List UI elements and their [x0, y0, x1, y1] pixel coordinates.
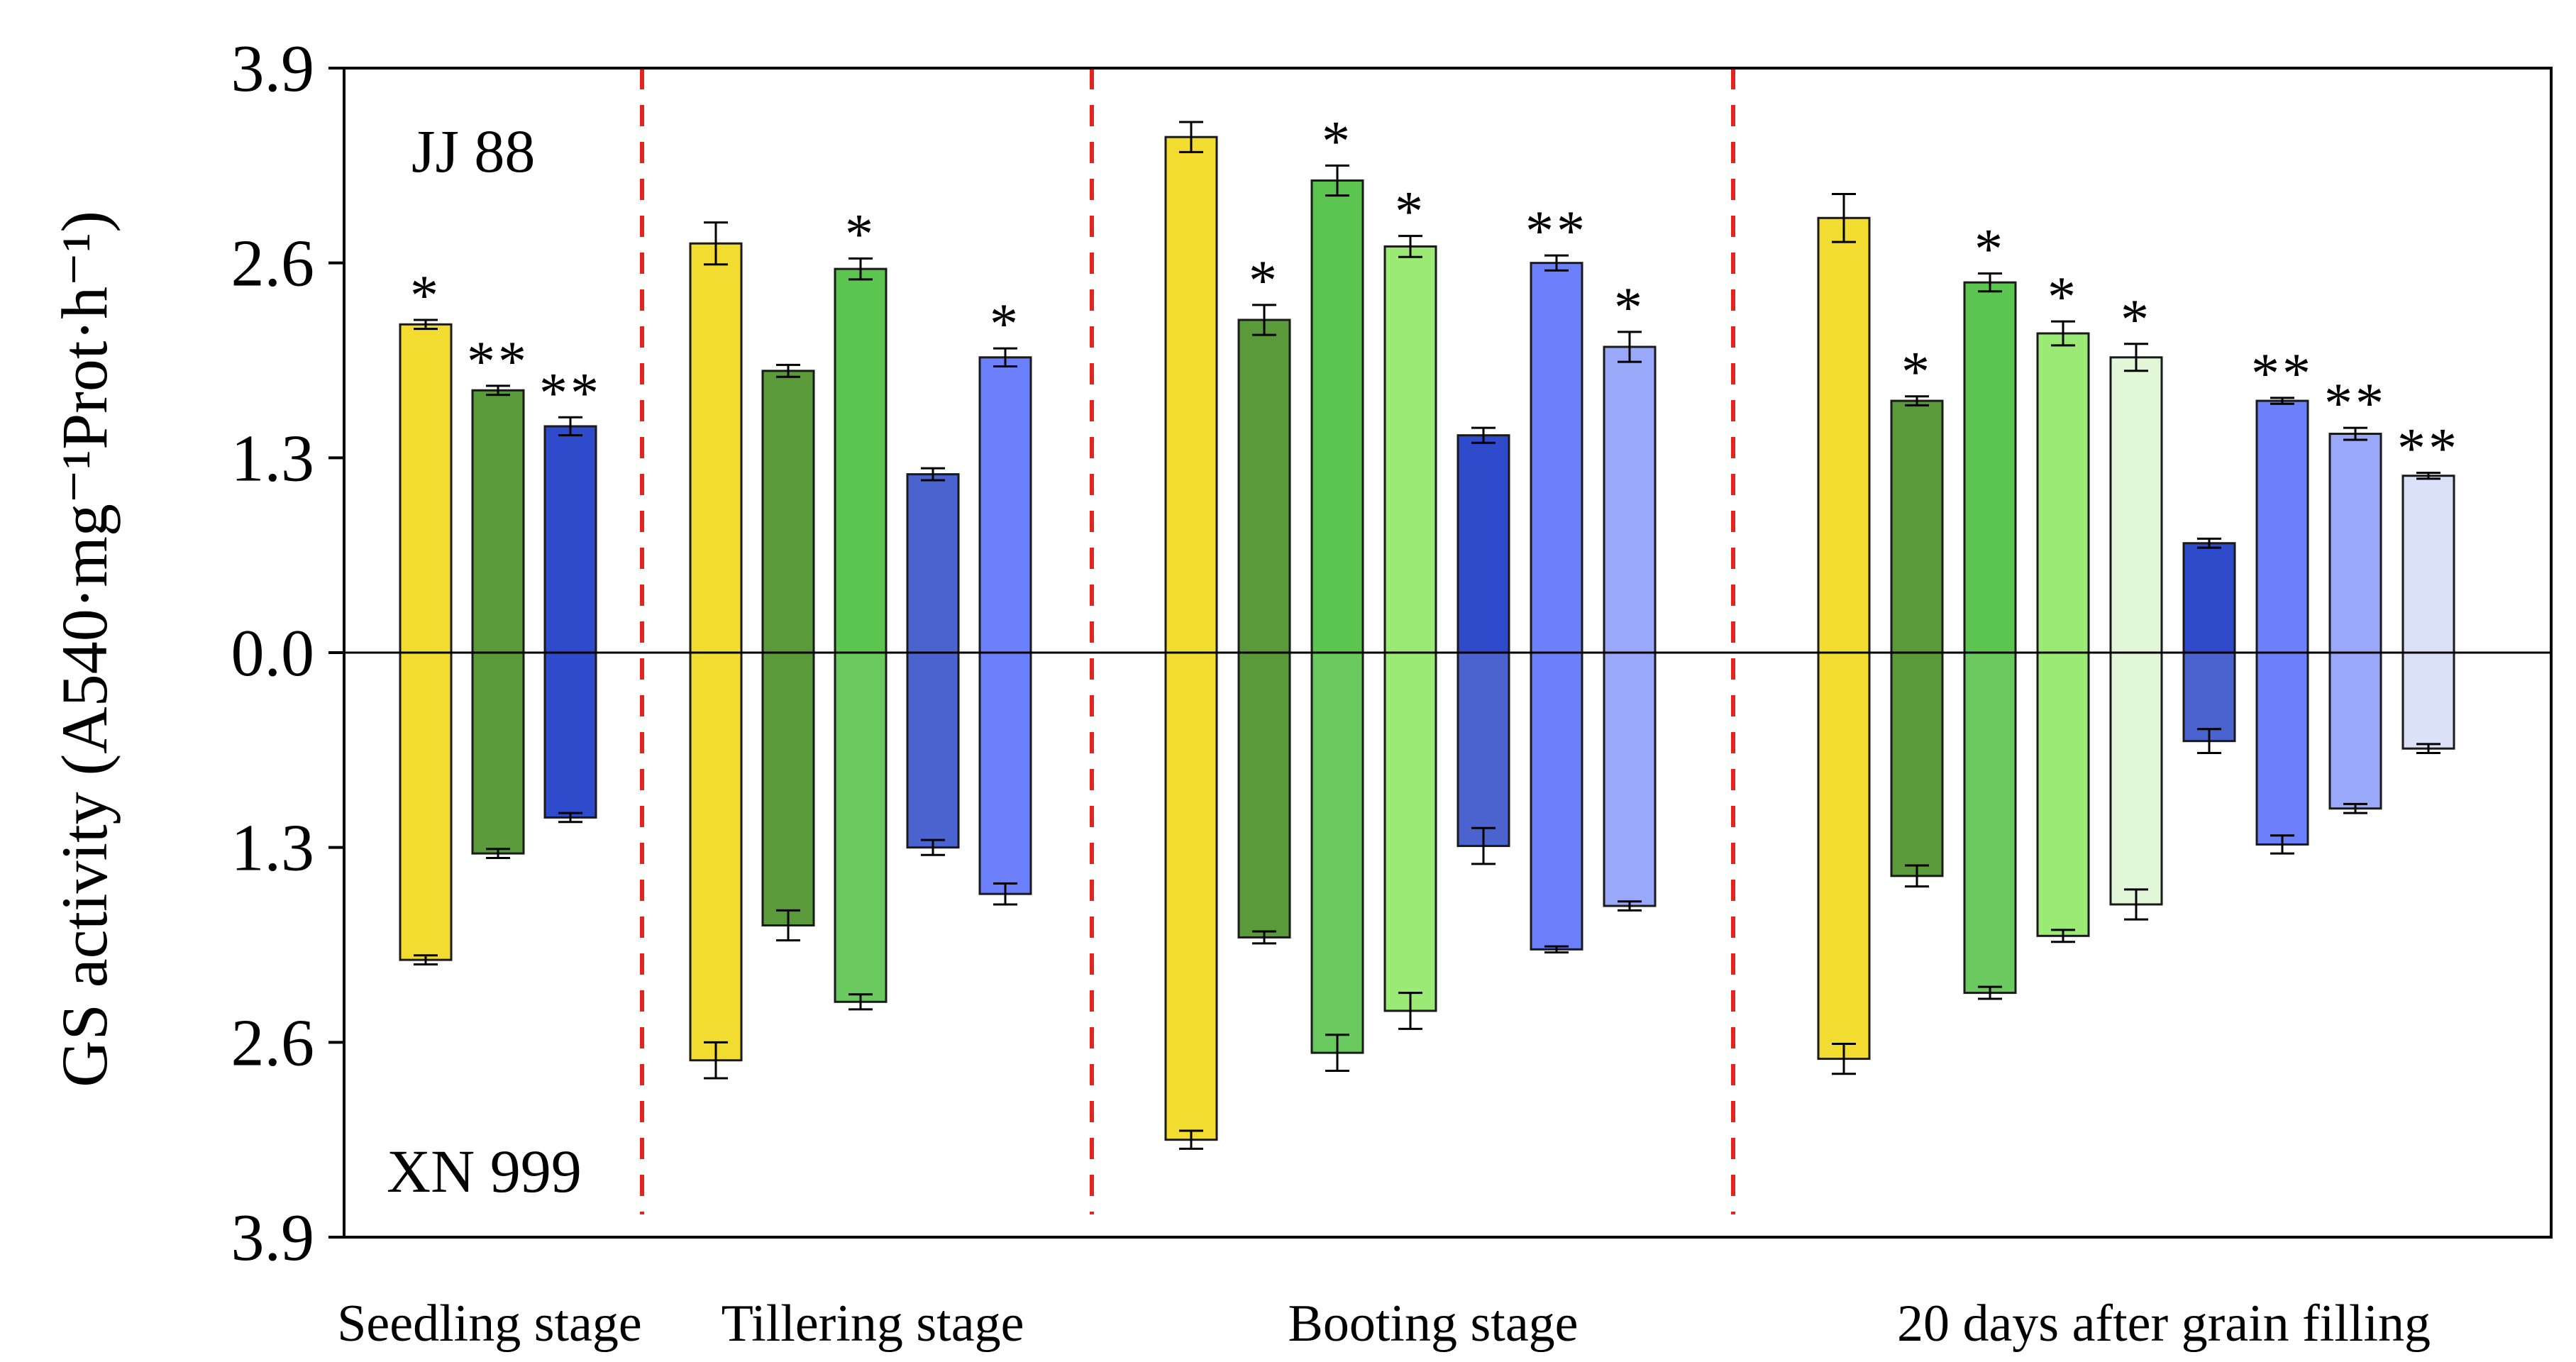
- significance-3-4-jj88: *: [1395, 181, 1426, 243]
- y-tick-label-1: 3.9: [231, 32, 315, 106]
- bar-3-1-jj88: [1164, 135, 1218, 654]
- significance-4-7-jj88: **: [2251, 343, 2314, 405]
- significance-3-6-jj88: **: [1525, 200, 1588, 262]
- bar-1-1-xn999: [399, 651, 453, 961]
- stage-separators: [640, 68, 1735, 1214]
- bar-3-1-xn999: [1164, 651, 1218, 1141]
- bar-1-2-xn999: [471, 651, 525, 855]
- stage-label-4: 20 days after grain filling: [1897, 1295, 2431, 1353]
- bar-2-2-jj88: [761, 370, 815, 654]
- bar-3-7-jj88: [1603, 345, 1657, 654]
- bar-4-6-xn999: [2182, 651, 2236, 743]
- stage-label-2: Tillering stage: [722, 1295, 1024, 1353]
- cultivar-label-jj88: JJ 88: [411, 117, 535, 185]
- bar-3-3-jj88: [1310, 179, 1364, 654]
- bar-2-1-jj88: [689, 242, 743, 654]
- bar-4-3-jj88: [1963, 281, 2017, 654]
- bar-3-6-jj88: [1530, 262, 1583, 654]
- bar-2-3-jj88: [834, 267, 888, 654]
- bar-1-3-jj88: [543, 425, 597, 654]
- bar-4-4-xn999: [2036, 651, 2090, 937]
- bar-4-8-jj88: [2328, 433, 2382, 654]
- bar-4-8-xn999: [2328, 651, 2382, 810]
- bar-2-2-xn999: [761, 651, 815, 927]
- y-tick-label-2: 2.6: [231, 227, 315, 301]
- significance-1-3-jj88: **: [539, 362, 602, 424]
- bar-1-3-xn999: [543, 651, 597, 819]
- cultivar-label-xn999: XN 999: [387, 1137, 582, 1205]
- significance-1-2-jj88: **: [467, 331, 529, 393]
- significance-3-7-jj88: *: [1614, 277, 1645, 339]
- bar-4-2-xn999: [1890, 651, 1944, 877]
- stage-label-3: Booting stage: [1288, 1295, 1578, 1353]
- bar-3-5-jj88: [1456, 434, 1510, 654]
- y-tick-label-7: 3.9: [231, 1201, 315, 1275]
- y-tick-label-3: 1.3: [231, 421, 315, 495]
- y-tick-label-5: 1.3: [231, 812, 315, 885]
- bar-3-2-jj88: [1237, 319, 1291, 654]
- significance-2-5-jj88: *: [990, 293, 1021, 355]
- bar-2-1-xn999: [689, 651, 743, 1062]
- bar-4-2-jj88: [1890, 399, 1944, 654]
- bar-2-3-xn999: [834, 651, 888, 1003]
- significance-3-3-jj88: *: [1322, 110, 1353, 172]
- significance-4-4-jj88: *: [2047, 266, 2079, 328]
- bar-4-1-jj88: [1817, 216, 1871, 654]
- bar-2-4-jj88: [906, 473, 960, 654]
- bar-1-2-jj88: [471, 389, 525, 654]
- significance-4-5-jj88: *: [2121, 289, 2152, 351]
- significance-3-2-jj88: *: [1249, 250, 1280, 312]
- bar-layer: ********** ****** *** ****: [399, 110, 2460, 1150]
- bar-2-5-jj88: [978, 356, 1032, 654]
- significance-4-2-jj88: *: [1901, 341, 1933, 404]
- bar-3-2-xn999: [1237, 651, 1291, 939]
- significance-4-3-jj88: *: [1974, 218, 2006, 280]
- bar-4-4-jj88: [2036, 332, 2090, 654]
- bar-4-5-xn999: [2109, 651, 2163, 906]
- bar-4-7-jj88: [2255, 399, 2309, 654]
- y-tick-label-6: 2.6: [231, 1006, 315, 1080]
- significance-4-8-jj88: **: [2324, 372, 2387, 435]
- significance-2-3-jj88: *: [845, 203, 876, 265]
- bar-3-5-xn999: [1456, 651, 1510, 848]
- y-axis-title: GS activity (A540·mg⁻¹Prot·h⁻¹): [48, 211, 121, 1087]
- bar-4-9-xn999: [2401, 651, 2455, 750]
- bar-2-4-xn999: [906, 651, 960, 849]
- significance-1-1-jj88: *: [410, 265, 441, 327]
- y-axis-layer: Seedling stage Tillering stage Booting sta…: [231, 32, 2431, 1353]
- bar-3-7-xn999: [1603, 651, 1657, 907]
- bar-3-4-jj88: [1383, 245, 1437, 654]
- significance-4-9-jj88: **: [2397, 417, 2460, 480]
- bar-4-1-xn999: [1817, 651, 1871, 1061]
- bar-3-3-xn999: [1310, 651, 1364, 1054]
- bar-4-9-jj88: [2401, 475, 2455, 654]
- bar-4-5-jj88: [2109, 356, 2163, 654]
- bar-4-6-jj88: [2182, 542, 2236, 654]
- bar-2-5-xn999: [978, 651, 1032, 895]
- bar-4-7-xn999: [2255, 651, 2309, 846]
- bar-3-4-xn999: [1383, 651, 1437, 1012]
- bar-4-3-xn999: [1963, 651, 2017, 995]
- bar-1-1-jj88: [399, 323, 453, 654]
- stage-label-1: Seedling stage: [337, 1295, 642, 1353]
- bar-3-6-xn999: [1530, 651, 1583, 951]
- y-tick-label-4: 0.0: [231, 616, 315, 690]
